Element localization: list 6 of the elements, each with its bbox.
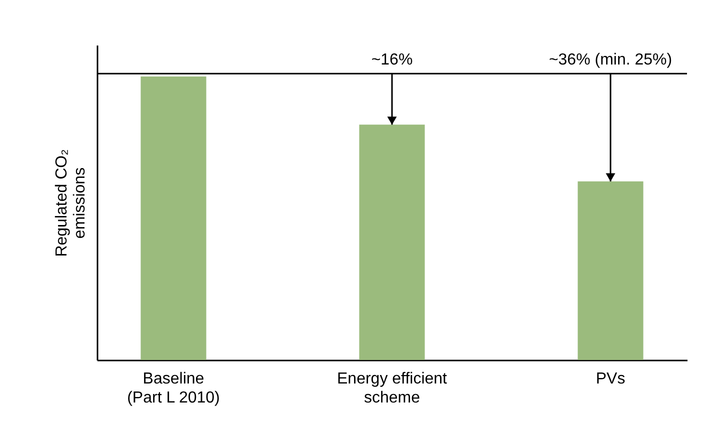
- annotation: ~16%: [371, 52, 413, 69]
- annotation: ~36% (min. 25%): [548, 52, 672, 69]
- x-tick-label: Baseline (Part L 2010): [127, 370, 220, 406]
- x-tick-label: PVs: [596, 370, 626, 388]
- y-axis-title: Regulated CO₂ emissions: [54, 149, 88, 257]
- x-tick-label: Energy efficient scheme: [337, 370, 448, 406]
